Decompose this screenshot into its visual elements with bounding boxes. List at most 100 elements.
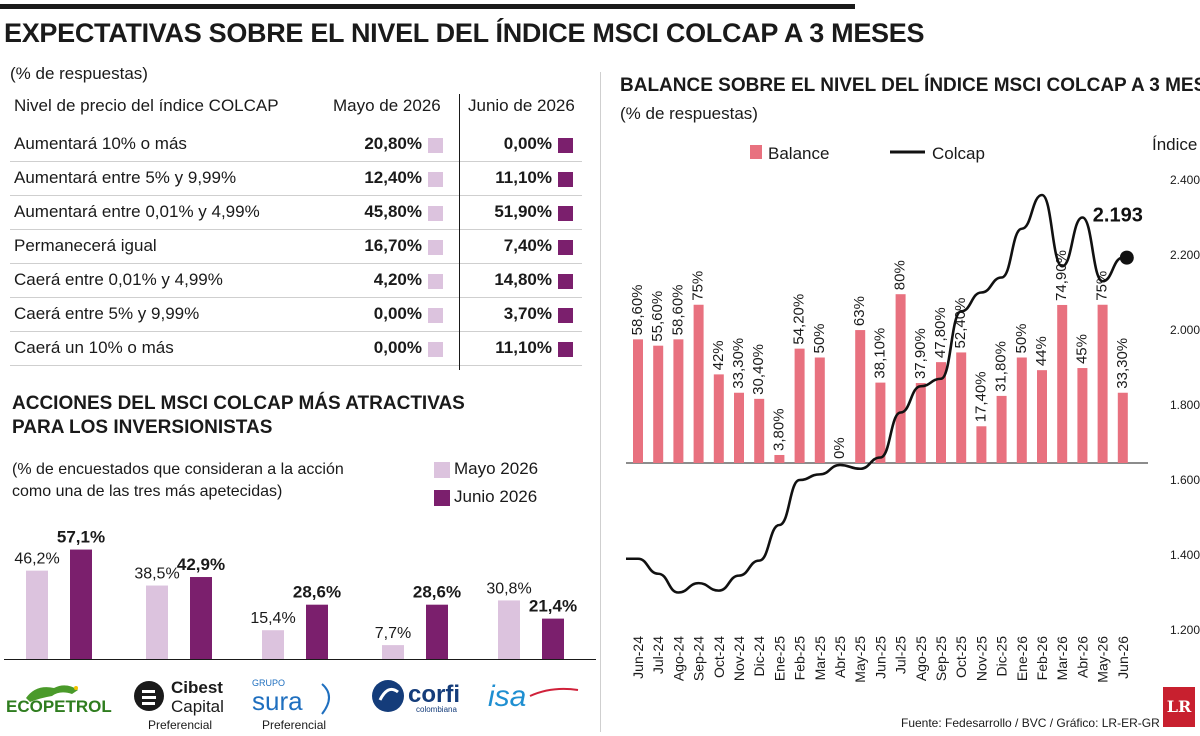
balance-bar xyxy=(1117,392,1128,463)
table-row-label: Aumentará 10% o más xyxy=(14,134,187,153)
table-cell-jun: 11,10% xyxy=(495,168,552,187)
table-cell-jun: 3,70% xyxy=(503,304,552,323)
corfi-circle-icon xyxy=(372,680,404,712)
balance-bar xyxy=(1016,357,1027,463)
table-swatch-may xyxy=(428,308,443,323)
balance-bar-label: 50% xyxy=(811,323,828,353)
x-tick-label: May-25 xyxy=(852,636,868,683)
balance-bar xyxy=(976,426,987,463)
x-tick-label: Jul-25 xyxy=(893,636,909,674)
ecopetrol-wordmark: ECOPETROL xyxy=(6,697,112,716)
balance-bar-label: 31,80% xyxy=(993,341,1010,392)
balance-bar xyxy=(895,294,906,463)
x-tick-label: Sep-24 xyxy=(691,636,707,681)
table-header-may: Mayo de 2026 xyxy=(333,96,441,115)
stock-bar-label: 38,5% xyxy=(134,566,179,583)
legend-colcap-label: Colcap xyxy=(932,144,985,163)
table-cell-jun: 14,80% xyxy=(494,270,552,289)
x-tick-label: Ago-24 xyxy=(670,636,686,681)
table-unit-note: (% de respuestas) xyxy=(10,64,148,83)
top-rule xyxy=(0,4,855,9)
table-row: Aumentará 10% o más 20,80% 0,00% xyxy=(10,128,582,162)
table-swatch-may xyxy=(428,342,443,357)
table-cell-jun: 0,00% xyxy=(503,134,552,153)
table-swatch-may xyxy=(428,240,443,255)
section-divider xyxy=(600,72,601,732)
stocks-note-line2: como una de las tres más apetecidas) xyxy=(12,483,283,500)
balance-bar-label: 47,80% xyxy=(932,307,949,358)
balance-bar xyxy=(754,398,765,463)
table-swatch-may xyxy=(428,172,443,187)
stock-bar xyxy=(70,549,92,660)
y2-axis-label: Índice xyxy=(1152,135,1197,154)
balance-bar xyxy=(653,345,664,463)
balance-bar-label: 75% xyxy=(690,271,707,301)
corfi-sub: colombiana xyxy=(416,705,457,714)
balance-bar xyxy=(734,392,744,463)
colcap-line xyxy=(626,193,1124,594)
table-row: Aumentará entre 5% y 9,99% 12,40% 11,10% xyxy=(10,162,582,196)
table-cell-jun: 11,10% xyxy=(495,338,552,357)
balance-bar xyxy=(1097,304,1108,463)
legend-balance-swatch xyxy=(750,145,762,159)
colcap-last-value: 2.193 xyxy=(1093,205,1143,227)
balance-bar xyxy=(956,352,967,463)
sura-arc-icon xyxy=(321,683,330,715)
balance-bar-label: 3,80% xyxy=(770,408,787,451)
balance-bar-label: 80% xyxy=(892,260,909,290)
legend-may-label: Mayo 2026 xyxy=(454,459,539,478)
stocks-bar-chart: 46,2% 57,1% 38,5%42,9% 15,4% 28,6% 7,7% 28,6% 3… xyxy=(4,530,596,660)
table-header-level: Nivel de precio del índice COLCAP xyxy=(14,96,279,115)
table-swatch-may xyxy=(428,274,443,289)
colcap-last-point xyxy=(1119,250,1134,265)
y2-tick-label: 1.800 xyxy=(1170,398,1200,412)
x-tick-label: Jun-26 xyxy=(1115,636,1131,679)
table-row-label: Caerá entre 5% y 9,99% xyxy=(14,304,200,323)
stock-bar-label: 57,1% xyxy=(57,530,105,547)
table-row-label: Aumentará entre 5% y 9,99% xyxy=(14,168,237,187)
table-swatch-jun xyxy=(558,308,573,323)
stock-bar-label: 42,9% xyxy=(177,555,225,574)
y2-tick-label: 1.200 xyxy=(1170,623,1200,637)
stock-bar xyxy=(382,645,404,660)
x-tick-label: Dic-24 xyxy=(751,636,767,677)
x-tick-label: Sep-25 xyxy=(933,636,949,681)
balance-bar xyxy=(814,357,825,463)
source-note: Fuente: Fedesarrollo / BVC / Gráfico: LR… xyxy=(901,716,1160,730)
x-tick-label: Jul-24 xyxy=(650,636,666,674)
balance-title: BALANCE SOBRE EL NIVEL DEL ÍNDICE MSCI C… xyxy=(620,75,1200,96)
table-swatch-may xyxy=(428,138,443,153)
table-row: Aumentará entre 0,01% y 4,99% 45,80% 51,90… xyxy=(10,196,582,230)
table-header-jun: Junio de 2026 xyxy=(468,96,575,115)
balance-unit-note: (% de respuestas) xyxy=(620,104,758,123)
table-row-label: Aumentará entre 0,01% y 4,99% xyxy=(14,202,260,221)
stock-bar xyxy=(26,570,48,660)
stock-bar-label: 21,4% xyxy=(529,597,577,616)
y2-tick-label: 1.600 xyxy=(1170,473,1200,487)
table-row: Caerá entre 5% y 9,99% 0,00% 3,70% xyxy=(10,298,582,332)
balance-bar xyxy=(996,395,1007,463)
table-cell-may: 0,00% xyxy=(373,338,422,357)
balance-bar-label: 42% xyxy=(710,340,727,370)
table-cell-may: 4,20% xyxy=(373,270,422,289)
balance-bar-label: 37,90% xyxy=(912,328,929,379)
x-tick-label: Jun-24 xyxy=(630,636,646,679)
page-title: EXPECTATIVAS SOBRE EL NIVEL DEL ÍNDICE M… xyxy=(4,18,925,48)
stock-bar xyxy=(426,604,448,660)
ecopetrol-iguana-icon: ECOPETROL xyxy=(6,685,112,716)
x-tick-label: Oct-25 xyxy=(953,636,969,678)
stocks-title-line2: PARA LOS INVERSIONISTAS xyxy=(12,417,273,438)
balance-bar-label: 0% xyxy=(831,437,848,459)
cibest-wordmark-2: Capital xyxy=(171,697,224,716)
x-tick-label: Abr-25 xyxy=(832,636,848,678)
y2-tick-label: 2.000 xyxy=(1170,323,1200,337)
table-cell-may: 12,40% xyxy=(364,168,422,187)
table-swatch-jun xyxy=(558,240,573,255)
table-row-label: Permanecerá igual xyxy=(14,236,157,255)
balance-bar xyxy=(673,339,684,463)
stock-bar-label: 28,6% xyxy=(293,583,341,602)
table-swatch-may xyxy=(428,206,443,221)
table-swatch-jun xyxy=(558,342,573,357)
x-tick-label: Ene-26 xyxy=(1014,636,1030,681)
balance-bar-label: 58,60% xyxy=(629,284,646,335)
